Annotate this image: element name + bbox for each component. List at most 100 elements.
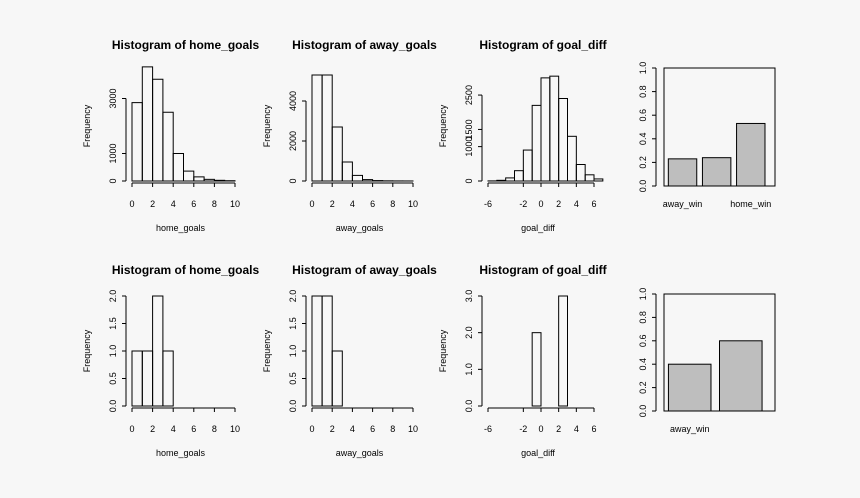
x-tick-label: -6 [484,199,492,209]
plot-title: Histogram of away_goals [292,38,437,52]
histogram-bar [213,179,226,182]
plot-title: Histogram of home_goals [112,263,260,277]
x-axis-label: away_goals [336,448,384,458]
x-tick-label: 10 [230,199,240,209]
y-tick-label: 1.0 [288,345,298,358]
histogram-panel-5: Histogram of away_goals 0 2 4 6 8 10 away_goals… [262,263,437,458]
bar [667,158,698,187]
histogram-bar [549,75,560,182]
histogram-bar [193,176,205,182]
histogram-bar [152,78,164,182]
x-tick-label: 4 [574,199,579,209]
histogram-bar [558,98,569,182]
y-tick-label: 1500 [464,119,474,139]
y-axis: 0 1000 3000 [108,88,127,184]
histogram-bar [531,104,542,182]
y-axis-label: Frequency [82,104,92,147]
histogram-bar [531,332,542,407]
histogram-bar [584,174,595,182]
x-tick-label: 8 [390,424,395,434]
x-tick-label: 2 [150,199,155,209]
x-tick-label: 2 [150,424,155,434]
histogram-bar [172,153,184,182]
x-tick-label: 2 [556,424,561,434]
y-axis-label: Frequency [82,329,92,372]
x-tick-label: 4 [171,199,176,209]
y-tick-label: 0 [288,178,298,183]
histogram-panel-1: Histogram of away_goals 0 2 4 6 8 10 away_goals… [262,38,437,233]
y-tick-label: 0.0 [464,400,474,413]
x-tick-label: 0 [129,199,134,209]
y-tick-label: 1000 [108,143,118,163]
y-tick-label: 2500 [464,85,474,105]
y-tick-label: 3000 [108,88,118,108]
y-tick-label: 2000 [288,131,298,151]
x-tick-label: 0 [538,424,543,434]
x-tick-label: 0 [538,199,543,209]
histogram-bar [162,350,174,407]
category-label: away_win [663,199,703,209]
histogram-bar [341,161,353,182]
x-tick-label: 8 [390,199,395,209]
x-tick-label: 0 [309,424,314,434]
histogram-bar [162,111,174,182]
histogram-bar [311,74,323,182]
y-tick-label: 1.0 [108,345,118,358]
y-tick-label: 0.5 [108,372,118,385]
y-tick-label: 0.6 [638,109,648,122]
histogram-bar [522,149,533,182]
x-tick-label: 4 [574,424,579,434]
x-axis: -6 -2 0 2 4 6 [484,407,597,434]
x-axis: 0 2 4 6 8 10 [309,407,418,434]
y-tick-label: 0.8 [638,85,648,98]
x-tick-label: 4 [350,199,355,209]
x-tick-label: 6 [191,199,196,209]
x-tick-label: 4 [350,424,355,434]
histogram-bar [321,295,333,407]
x-tick-label: 4 [171,424,176,434]
histogram-panel-0: Histogram of home_goals 0 2 4 6 8 10 home_goals… [82,38,260,233]
x-tick-label: 10 [408,199,418,209]
bar [667,363,712,412]
y-tick-label: 0.2 [638,381,648,394]
histogram-bar [331,350,343,407]
category-label: away_win [670,424,710,434]
x-tick-label: 6 [191,424,196,434]
y-tick-label: 0.0 [288,400,298,413]
x-tick-label: 6 [591,199,596,209]
y-tick-label: 1.5 [108,317,118,330]
histogram-bar [567,135,577,182]
x-axis-label: home_goals [156,223,206,233]
y-tick-label: 0.5 [288,372,298,385]
histogram-bar [540,77,551,182]
y-axis-label: Frequency [438,104,448,147]
y-tick-label: 0 [108,178,118,183]
x-axis: 0 2 4 6 8 10 [309,182,418,209]
y-tick-label: 2.0 [464,326,474,339]
y-tick-label: 0.2 [638,156,648,169]
plot-title: Histogram of away_goals [292,263,437,277]
histogram-panel-2: Histogram of goal_diff -6 -2 0 2 4 6 goal_diff 0… [438,38,608,233]
x-tick-label: 2 [330,199,335,209]
histogram-bar [141,350,154,407]
barplot-panel-7: away_win 0.0 0.2 0.4 0.6 0.8 1.0 [638,288,776,434]
x-axis-label: away_goals [336,223,384,233]
histogram-bar [152,295,164,407]
histogram-bar [141,66,154,182]
x-tick-label: 0 [309,199,314,209]
y-tick-label: 4000 [288,91,298,111]
bar [736,122,766,187]
x-tick-label: 2 [330,424,335,434]
bar [719,340,763,412]
x-axis-label: goal_diff [521,448,555,458]
histogram-bar [575,164,586,182]
y-axis-label: Frequency [262,329,272,372]
histogram-panel-6: Histogram of goal_diff -6 -2 0 2 4 6 goal_diff 0… [438,263,608,458]
histogram-bar [131,102,143,182]
barplot-panel-3: away_win home_win 0.0 0.2 0.4 0.6 0.8 1.0 [638,62,776,209]
y-tick-label: 0.6 [638,335,648,348]
x-axis: 0 2 4 6 8 10 [129,182,240,209]
y-tick-label: 0.8 [638,311,648,324]
y-tick-label: 1.0 [464,363,474,376]
